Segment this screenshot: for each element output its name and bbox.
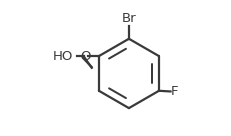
Text: F: F	[170, 85, 178, 98]
Text: Br: Br	[121, 12, 136, 25]
Text: O: O	[80, 50, 90, 63]
Text: HO: HO	[53, 50, 73, 63]
